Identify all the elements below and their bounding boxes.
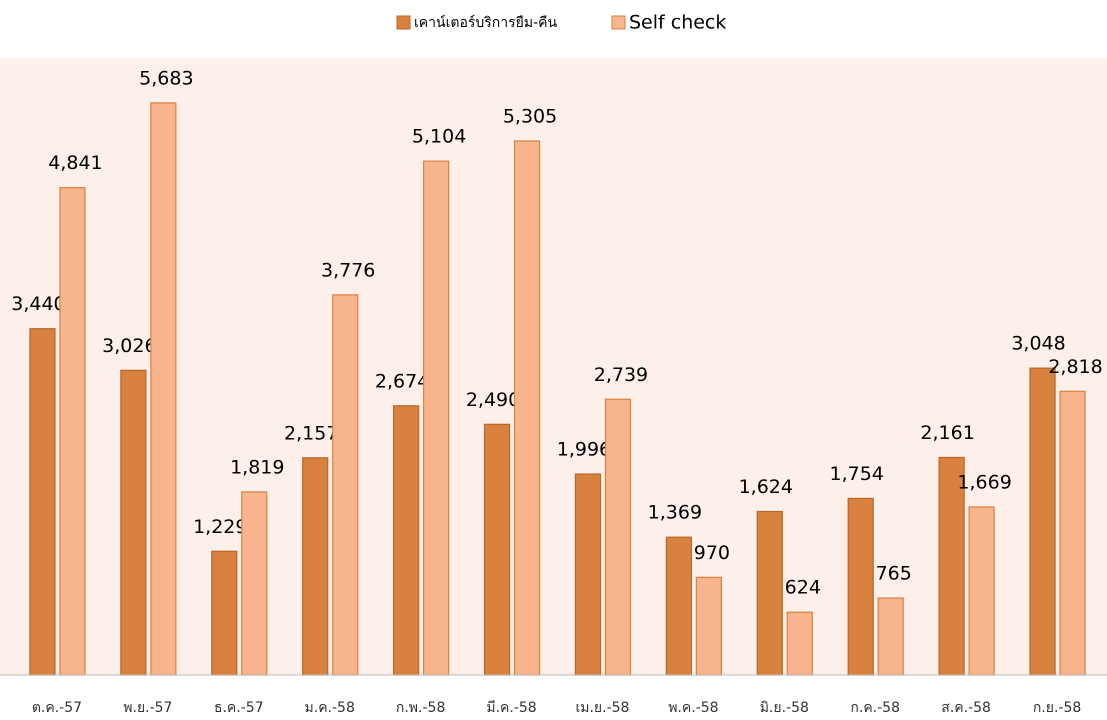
bar	[483, 423, 511, 676]
x-tick-label: ก.พ.-58	[396, 700, 445, 716]
value-label: 2,674	[375, 370, 429, 392]
bar	[968, 506, 995, 676]
x-tick-label: ก.ค.-58	[850, 700, 900, 716]
value-label: 1,229	[193, 516, 247, 538]
bar	[29, 328, 56, 676]
value-label: 3,776	[321, 259, 375, 281]
value-label: 5,305	[503, 105, 557, 127]
bar	[120, 369, 147, 676]
legend-label: เคาน์เตอร์บริการยืม-คืน	[414, 14, 557, 31]
value-label: 3,440	[11, 293, 65, 315]
value-label: 1,996	[557, 439, 611, 461]
bar	[513, 140, 541, 676]
value-label: 2,490	[466, 389, 520, 411]
value-label: 1,754	[830, 463, 884, 485]
bar	[59, 187, 86, 676]
value-label: 970	[694, 542, 730, 564]
value-label: 2,739	[594, 364, 648, 386]
plot-background	[0, 58, 1107, 675]
value-label: 4,841	[48, 152, 102, 174]
value-label: 3,048	[1011, 333, 1065, 355]
bar	[695, 576, 722, 676]
legend-swatch	[396, 15, 411, 30]
value-label: 1,819	[230, 456, 284, 478]
x-tick-label: มี.ค.-58	[486, 700, 536, 716]
bar	[786, 611, 813, 676]
bar	[150, 102, 177, 676]
bar	[423, 160, 450, 676]
value-label: 2,161	[920, 422, 974, 444]
value-label: 2,157	[284, 422, 338, 444]
bar	[332, 294, 359, 676]
bar	[393, 405, 420, 676]
x-tick-label: เม.ย.-58	[575, 700, 629, 716]
legend-swatch	[611, 15, 626, 30]
bar	[302, 457, 329, 676]
value-label: 5,104	[412, 126, 466, 148]
legend-label: Self check	[629, 12, 726, 34]
x-tick-label: มิ.ย.-58	[760, 700, 809, 716]
x-tick-label: ต.ค.-57	[32, 700, 82, 716]
bar	[756, 510, 783, 676]
value-label: 2,818	[1048, 356, 1102, 378]
x-tick-label: ม.ค.-58	[305, 700, 355, 716]
value-label: 1,669	[957, 471, 1011, 493]
x-tick-label: ธ.ค.-57	[214, 700, 264, 716]
bar	[877, 597, 904, 676]
value-label: 3,026	[102, 335, 156, 357]
bar	[1059, 390, 1086, 676]
bar	[211, 550, 238, 676]
value-label: 624	[785, 577, 821, 599]
bar	[847, 497, 874, 676]
x-tick-label: พ.ค.-58	[668, 700, 718, 716]
bar	[241, 491, 268, 676]
bar	[1029, 367, 1056, 676]
x-tick-label: พ.ย.-57	[123, 700, 172, 716]
bar	[665, 536, 692, 676]
value-label: 1,369	[648, 502, 702, 524]
x-tick-label: ส.ค.-58	[941, 700, 991, 716]
value-label: 1,624	[739, 476, 793, 498]
value-label: 765	[876, 562, 912, 584]
bar	[604, 398, 632, 676]
value-label: 5,683	[139, 67, 193, 89]
bar	[574, 473, 602, 676]
x-tick-label: ก.ย.-58	[1033, 700, 1081, 716]
bar	[938, 456, 965, 676]
